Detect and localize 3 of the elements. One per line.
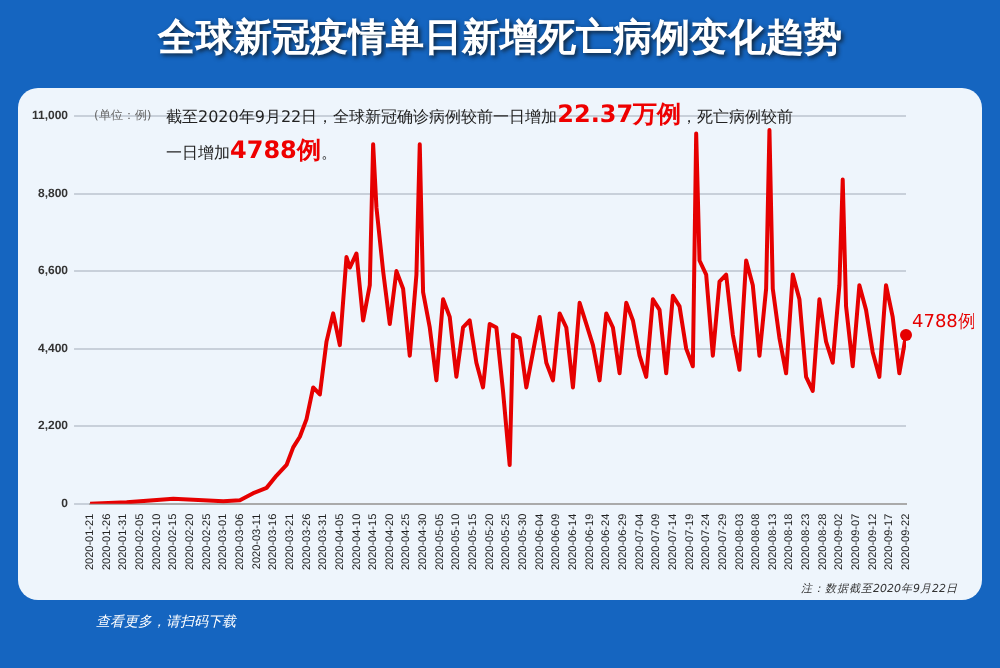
annotation: 4788例 bbox=[912, 310, 976, 333]
text: 截至2020年9月22日，全球新冠确诊病例较前一日增加22.37万例，死亡病例较前一日增加4788例。 bbox=[166, 100, 794, 164]
chart-title: 全球新冠疫情单日新增死亡病例变化趋势 bbox=[155, 14, 844, 64]
